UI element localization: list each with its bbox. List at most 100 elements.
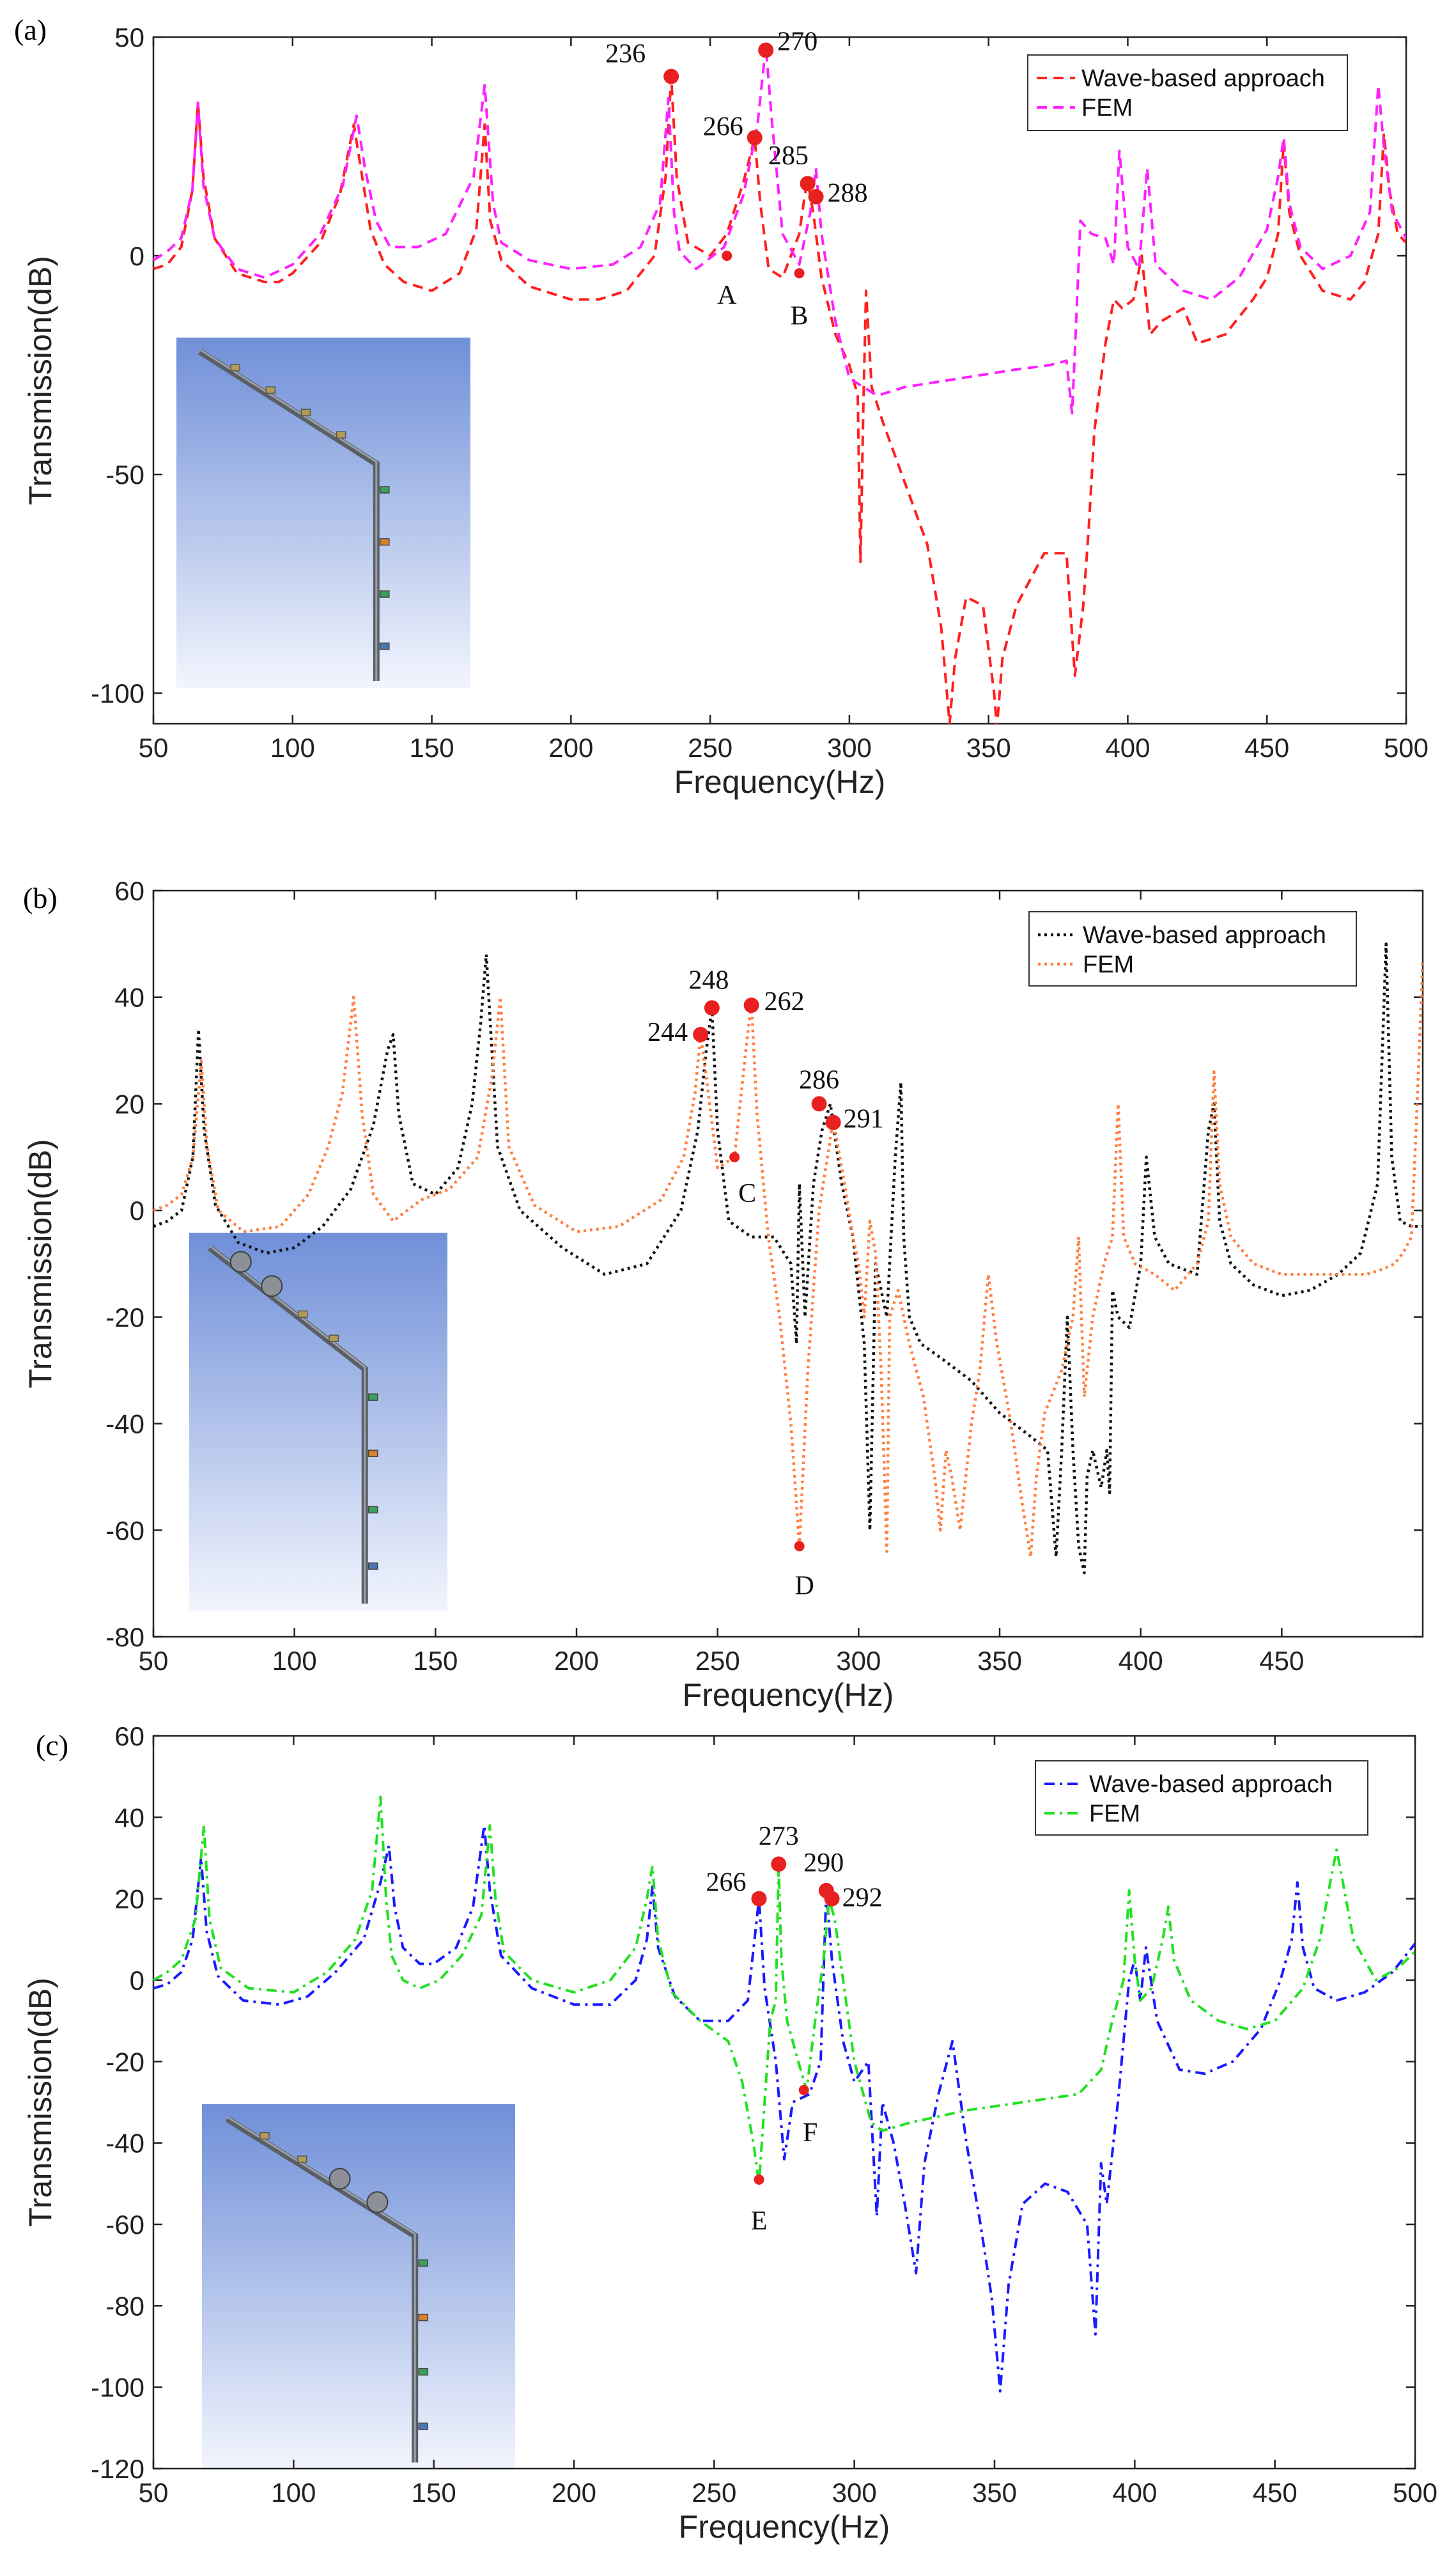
peak-marker [811,1096,827,1112]
marker-label: 262 [764,987,805,1017]
x-tick-label: 400 [1105,733,1150,763]
peak-marker [693,1027,709,1043]
y-tick-label: -80 [105,2291,144,2321]
marker-label: 290 [803,1848,844,1878]
x-tick-label: 100 [270,733,315,763]
y-axis-title: Transmission(dB) [22,1139,58,1389]
y-tick-label: 0 [130,1965,144,1995]
x-axis-title: Frequency(Hz) [679,2509,890,2545]
plot-frame [152,1735,1416,2470]
marker-label: 270 [777,27,817,57]
y-tick-label: -60 [105,1515,144,1545]
x-axis-title: Frequency(Hz) [674,764,886,800]
legend-entry: Wave-based approach [1083,922,1326,949]
y-tick-label: 0 [130,241,144,271]
x-tick-label: 450 [1253,2478,1297,2508]
series-line-wave [153,1824,1415,2393]
x-tick-label: 250 [692,2478,736,2508]
peak-marker [754,2174,764,2185]
marker-label: 285 [768,141,809,171]
marker-label: 266 [706,1868,747,1898]
x-tick-label: 50 [139,733,169,763]
y-axis-title: Transmission(dB) [22,1978,58,2227]
marker-label: 286 [799,1065,839,1095]
x-tick-label: 200 [552,2478,596,2508]
y-tick-label: 40 [114,983,144,1013]
chart-b: 50 100 150 200 250 300 350 400 4506040200-20-40-… [22,876,1424,1713]
panel-label-a: (a) [14,13,47,46]
peak-marker [771,1856,787,1872]
peak-marker [758,42,774,58]
peak-marker [747,130,763,146]
y-tick-label: -50 [105,460,144,490]
series-line-fem [153,1795,1415,2185]
x-tick-label: 250 [688,733,732,763]
peak-marker [794,268,805,279]
series-line-fem [153,960,1423,1559]
marker-label: 236 [605,40,646,69]
marker-label: D [794,1571,814,1600]
y-tick-label: 20 [114,1089,144,1119]
peak-marker [729,1152,740,1162]
legend: Wave-based approach FEM [1027,54,1348,131]
x-tick-label: 200 [548,733,593,763]
x-tick-label: 250 [695,1646,740,1676]
x-tick-label: 400 [1119,1646,1163,1676]
x-tick-label: 50 [139,1646,169,1676]
x-tick-label: 350 [972,2478,1017,2508]
legend-entry: FEM [1081,95,1133,121]
y-tick-label: -40 [105,2128,144,2159]
legend-entry: Wave-based approach [1089,1771,1333,1798]
marker-label: 292 [842,1884,883,1913]
x-tick-label: 500 [1384,733,1429,763]
peak-marker [825,1114,841,1130]
marker-label: B [790,301,808,331]
x-axis-title: Frequency(Hz) [683,1677,894,1713]
y-tick-label: -100 [91,2373,144,2403]
y-tick-label: 40 [114,1802,144,1832]
y-tick-label: 20 [114,1884,144,1914]
panel-label-c: (c) [36,1729,68,1761]
legend-box [1035,1760,1368,1836]
y-axis-title: Transmission(dB) [22,256,58,505]
marker-label: 291 [844,1105,884,1134]
x-tick-label: 500 [1393,2478,1437,2508]
x-tick-label: 450 [1259,1646,1304,1676]
peak-marker [800,176,816,192]
series-line-fem [153,44,1406,415]
x-tick-label: 350 [966,733,1011,763]
plot-frame [152,889,1424,1638]
legend-box [1028,911,1357,987]
y-tick-label: -120 [91,2454,144,2484]
pipe-structure-inset-icon [189,1233,447,1611]
y-tick-label: 0 [130,1196,144,1226]
y-tick-label: 60 [114,876,144,906]
peak-marker [751,1891,767,1907]
x-tick-label: 150 [413,1646,458,1676]
legend-box [1027,54,1348,131]
legend-entry: Wave-based approach [1081,65,1325,92]
marker-label: A [717,281,737,310]
x-tick-label: 300 [836,1646,881,1676]
y-tick-label: -80 [105,1622,144,1652]
x-tick-label: 200 [554,1646,599,1676]
x-tick-label: 400 [1112,2478,1157,2508]
peak-marker [794,1541,805,1552]
y-tick-label: -20 [105,2047,144,2077]
peak-marker [663,68,679,84]
marker-label: E [751,2206,768,2236]
y-tick-label: 50 [114,22,144,52]
y-tick-label: -100 [91,678,144,708]
panel-c: (c) 50 100 150 200 250 300 350 400 450 5006040200… [22,1721,1437,2545]
pipe-structure-inset-icon [176,338,470,688]
plot-frame [152,36,1407,725]
x-tick-label: 150 [412,2478,456,2508]
x-tick-label: 50 [139,2478,169,2508]
peak-marker [722,251,732,262]
marker-label: 248 [688,965,729,995]
x-tick-label: 100 [272,1646,317,1676]
x-tick-label: 300 [827,733,872,763]
x-tick-label: 150 [410,733,454,763]
